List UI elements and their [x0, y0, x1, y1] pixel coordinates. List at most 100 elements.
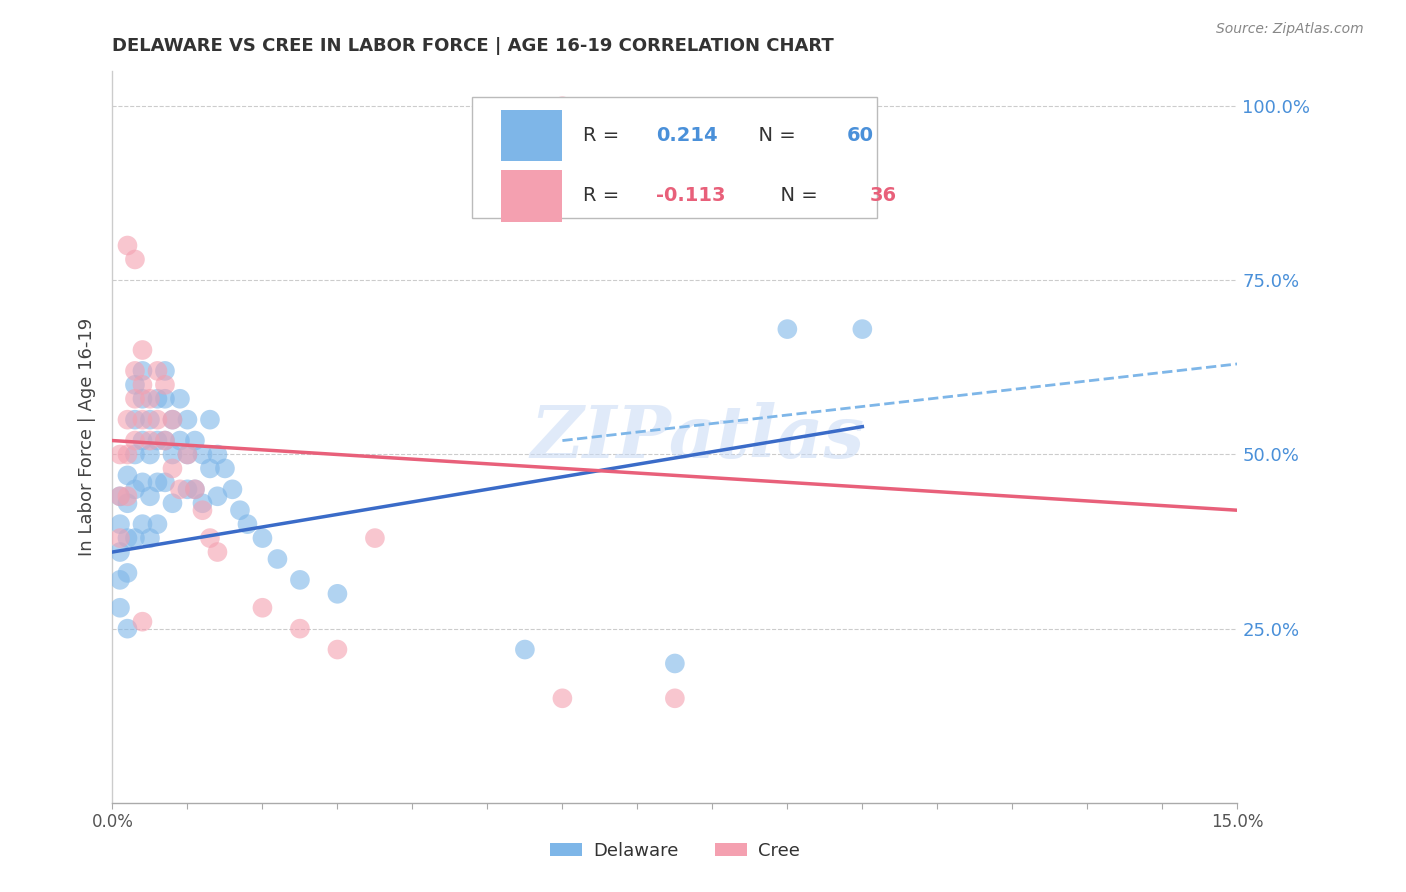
Point: [191, 503, 214, 517]
Point: [221, 483, 243, 497]
Point: [851, 322, 873, 336]
Point: [176, 483, 198, 497]
Point: [664, 657, 686, 671]
Point: [198, 531, 221, 545]
Point: [198, 412, 221, 426]
Point: [131, 615, 153, 629]
Point: [153, 434, 176, 448]
Point: [139, 531, 162, 545]
Point: [124, 531, 146, 545]
Point: [117, 489, 139, 503]
Point: [153, 475, 176, 490]
Point: [139, 412, 162, 426]
Point: [229, 503, 252, 517]
Point: [108, 545, 131, 559]
Point: [124, 412, 146, 426]
Point: [184, 483, 207, 497]
Point: [117, 468, 139, 483]
Point: [108, 489, 131, 503]
Point: [124, 448, 146, 462]
Text: ZIPatlas: ZIPatlas: [530, 401, 865, 473]
Point: [364, 531, 387, 545]
Point: [162, 461, 184, 475]
Point: [184, 434, 207, 448]
Point: [117, 448, 139, 462]
Text: R =: R =: [582, 186, 626, 205]
Point: [252, 531, 274, 545]
Point: [551, 691, 574, 706]
Text: 60: 60: [846, 126, 875, 145]
Text: 0.214: 0.214: [655, 126, 717, 145]
Point: [153, 392, 176, 406]
Point: [198, 461, 221, 475]
Point: [162, 448, 184, 462]
FancyBboxPatch shape: [472, 97, 877, 218]
Point: [124, 252, 146, 267]
Point: [153, 377, 176, 392]
Point: [117, 566, 139, 580]
Text: R =: R =: [582, 126, 626, 145]
Point: [551, 99, 574, 113]
Point: [139, 489, 162, 503]
Point: [162, 496, 184, 510]
Point: [236, 517, 259, 532]
Point: [169, 483, 191, 497]
Point: [131, 343, 153, 357]
Point: [139, 448, 162, 462]
Point: [288, 622, 311, 636]
Y-axis label: In Labor Force | Age 16-19: In Labor Force | Age 16-19: [77, 318, 96, 557]
Point: [146, 364, 169, 378]
Point: [108, 573, 131, 587]
Point: [117, 496, 139, 510]
Point: [214, 461, 236, 475]
Point: [124, 364, 146, 378]
Point: [776, 322, 799, 336]
Text: DELAWARE VS CREE IN LABOR FORCE | AGE 16-19 CORRELATION CHART: DELAWARE VS CREE IN LABOR FORCE | AGE 16…: [112, 37, 834, 54]
Text: N =: N =: [768, 186, 824, 205]
Point: [176, 448, 198, 462]
Point: [146, 475, 169, 490]
Point: [124, 434, 146, 448]
Point: [146, 434, 169, 448]
Point: [108, 489, 131, 503]
Point: [326, 642, 349, 657]
Point: [207, 448, 229, 462]
FancyBboxPatch shape: [501, 170, 562, 221]
Point: [124, 483, 146, 497]
Point: [117, 622, 139, 636]
Point: [131, 475, 153, 490]
Point: [153, 434, 176, 448]
Point: [288, 573, 311, 587]
Point: [162, 412, 184, 426]
Point: [146, 517, 169, 532]
Point: [124, 392, 146, 406]
Point: [169, 434, 191, 448]
Point: [146, 412, 169, 426]
Point: [131, 412, 153, 426]
Point: [326, 587, 349, 601]
Text: -0.113: -0.113: [655, 186, 725, 205]
Point: [124, 377, 146, 392]
Point: [513, 642, 536, 657]
Point: [131, 517, 153, 532]
Point: [184, 483, 207, 497]
Point: [108, 600, 131, 615]
Point: [191, 496, 214, 510]
Text: Source: ZipAtlas.com: Source: ZipAtlas.com: [1216, 22, 1364, 37]
Point: [117, 531, 139, 545]
Point: [664, 691, 686, 706]
FancyBboxPatch shape: [501, 110, 562, 161]
Point: [139, 392, 162, 406]
Legend: Delaware, Cree: Delaware, Cree: [543, 835, 807, 867]
Point: [139, 434, 162, 448]
Point: [191, 448, 214, 462]
Point: [108, 448, 131, 462]
Point: [169, 392, 191, 406]
Point: [207, 545, 229, 559]
Point: [146, 392, 169, 406]
Text: 36: 36: [869, 186, 897, 205]
Point: [117, 412, 139, 426]
Point: [131, 392, 153, 406]
Point: [108, 531, 131, 545]
Point: [162, 412, 184, 426]
